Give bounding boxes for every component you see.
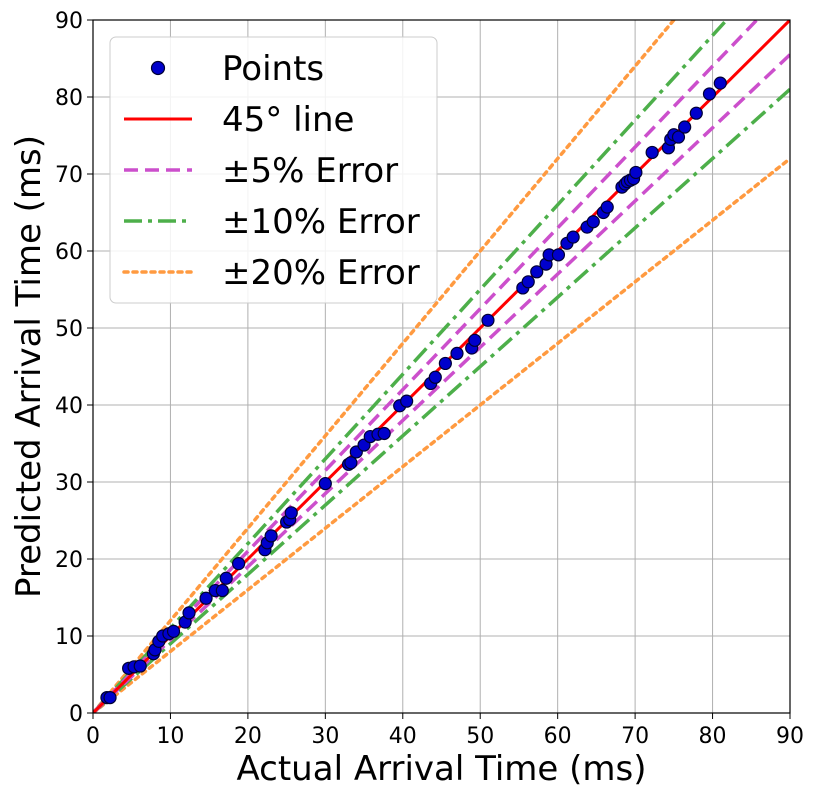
error-line [93,156,790,713]
x-tick-label: 70 [621,724,649,749]
legend-label: Points [222,49,324,89]
data-point [103,690,117,705]
data-point [702,87,717,101]
scatter-points [100,76,727,705]
x-tick-label: 20 [234,724,262,749]
data-point [428,370,442,384]
legend: Points 45° line ±5% Error ±10% Error ±20% Er… [109,36,438,304]
data-point [713,76,727,90]
data-point [344,456,358,470]
data-point [133,659,147,673]
y-axis-label: Predicted Arrival Time (ms) [9,135,49,598]
x-tick-label: 50 [466,724,494,749]
x-tick-label: 80 [699,724,727,749]
data-point [586,215,600,229]
y-tick-label: 50 [55,317,83,342]
data-point [629,165,643,180]
x-tick-label: 10 [156,724,184,749]
data-point [645,145,659,160]
data-point [468,333,482,347]
data-point [689,106,703,120]
data-point [215,583,229,598]
y-tick-label: 40 [55,394,83,419]
x-tick-label: 90 [776,724,804,749]
plot-frame [92,19,791,714]
x-axis-label: Actual Arrival Time (ms) [237,749,647,789]
x-tick-label: 40 [389,724,417,749]
error-line [93,87,790,713]
data-point [182,606,196,620]
data-point [199,591,213,605]
legend-marker-points [150,60,166,76]
legend-label: ±20% Error [222,253,420,293]
data-point [264,529,278,543]
x-tick-label: 30 [311,724,339,749]
data-point [481,313,495,327]
data-point [377,426,391,441]
legend-box [109,36,438,304]
y-tick-label: 60 [55,240,83,265]
data-point [600,200,614,214]
data-point [521,275,535,289]
data-point [671,130,686,144]
y-tick-label: 80 [55,86,83,111]
data-point [530,265,544,279]
data-point [318,476,332,491]
y-tick-label: 90 [55,9,83,34]
x-tick-label: 60 [544,724,572,749]
legend-label: 45° line [222,100,354,140]
legend-label: ±5% Error [222,151,398,191]
data-point [678,120,692,134]
data-point [231,557,246,571]
data-point [166,624,181,638]
data-point [450,346,464,361]
y-tick-label: 0 [69,702,83,727]
data-point [566,230,580,244]
error-line [93,20,730,713]
data-point [400,394,414,408]
legend-label: ±10% Error [222,202,420,242]
y-tick-label: 30 [55,471,83,496]
data-point [551,248,566,262]
data-point [438,356,452,371]
axis-ticks: 0 10 20 30 40 50 60 70 80 90 0 10 20 30 40 50 60 70 80 90 [55,9,804,749]
y-tick-label: 20 [55,548,83,573]
data-point [219,571,233,585]
data-point [284,506,298,520]
y-tick-label: 70 [55,163,83,188]
y-tick-label: 10 [55,625,83,650]
x-tick-label: 0 [86,724,100,749]
